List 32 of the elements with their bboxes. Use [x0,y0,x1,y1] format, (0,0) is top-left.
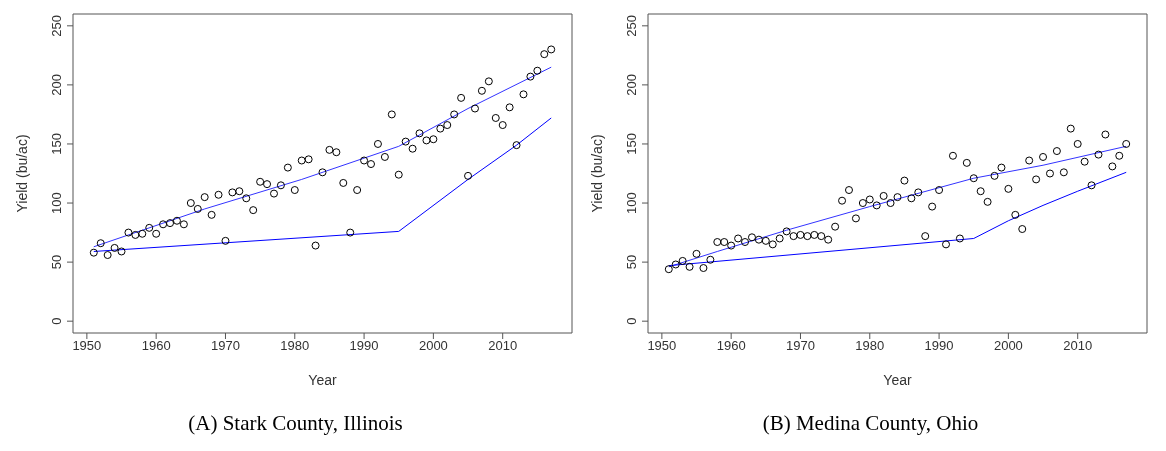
y-axis-title: Yield (bu/ac) [588,134,605,213]
y-tick-label: 250 [624,14,639,37]
x-tick-label: 1950 [72,338,102,354]
x-tick-label: 1990 [924,338,954,354]
y-axis-title: Yield (bu/ac) [13,134,30,213]
y-tick-label: 0 [624,317,639,325]
x-tick-label: 1990 [349,338,379,354]
y-tick-label: 50 [49,254,64,270]
y-tick-label: 100 [624,192,639,214]
x-tick-label: 1950 [647,338,677,354]
x-tick-label: 1980 [855,338,885,354]
x-tick-label: 1980 [280,338,310,354]
y-tick-label: 200 [49,74,64,96]
y-tick-label: 0 [49,317,64,325]
y-tick-label: 150 [624,133,639,155]
x-axis-title: Year [308,372,337,388]
x-axis-title: Year [883,372,912,388]
x-tick-label: 2010 [1063,338,1093,354]
text: (B) Medina County, Ohio [761,411,980,436]
x-tick-label: 1970 [786,338,815,354]
x-tick-label: 1960 [141,338,171,354]
y-tick-label: 250 [49,14,64,37]
y-tick-label: 150 [49,133,64,155]
text: (A) Stark County, Illinois [187,411,404,436]
y-tick-label: 50 [624,254,639,270]
x-tick-label: 2010 [488,338,518,354]
y-tick-label: 100 [49,192,64,214]
x-tick-label: 2000 [418,338,448,354]
x-tick-label: 1970 [211,338,240,354]
x-tick-label: 1960 [716,338,746,354]
y-tick-label: 200 [624,74,639,96]
x-tick-label: 2000 [993,338,1023,354]
